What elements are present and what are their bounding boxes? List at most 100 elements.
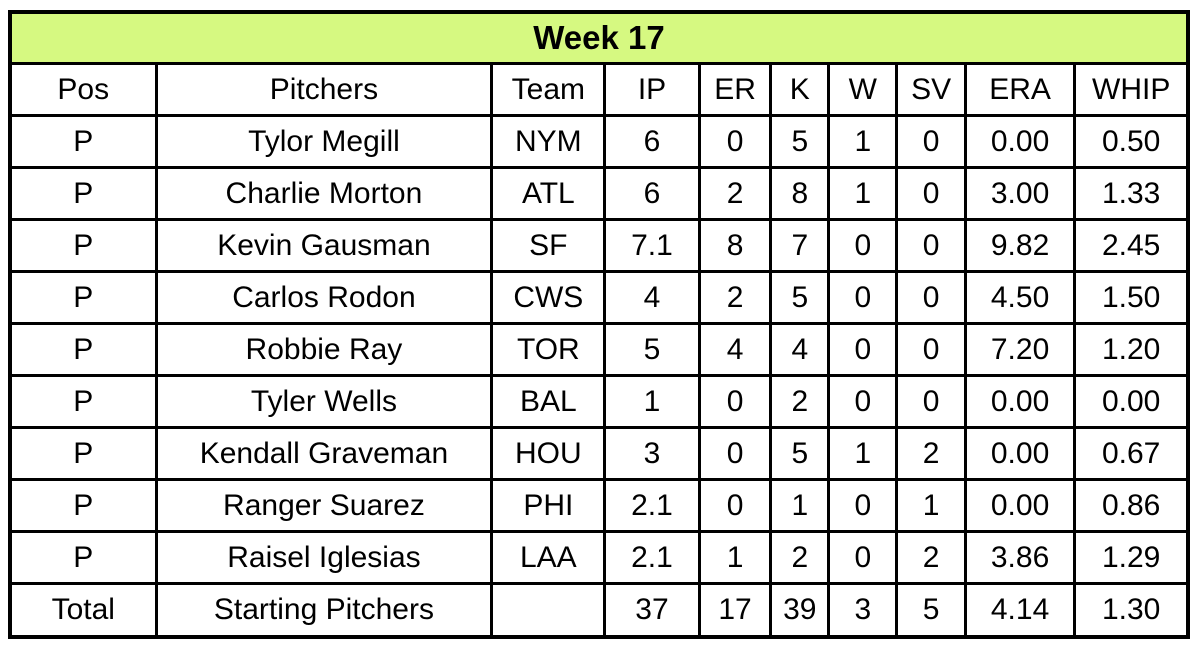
total-cell-sv: 5	[895, 582, 967, 639]
cell-era: 0.00	[963, 478, 1077, 533]
cell-w: 1	[827, 426, 899, 481]
cell-w: 0	[827, 478, 899, 533]
cell-team: SF	[490, 218, 607, 273]
total-cell-team	[490, 582, 607, 639]
total-cell-ip: 37	[603, 582, 701, 639]
player-row: P Kevin Gausman SF 7.1 8 7 0 0 9.82 2.45	[8, 218, 1190, 273]
cell-team: CWS	[490, 270, 607, 325]
cell-k: 1	[769, 478, 831, 533]
cell-pos: P	[8, 166, 158, 221]
cell-k: 5	[769, 426, 831, 481]
cell-w: 0	[827, 270, 899, 325]
cell-er: 1	[697, 530, 773, 585]
cell-ip: 7.1	[603, 218, 701, 273]
cell-ip: 4	[603, 270, 701, 325]
cell-ip: 6	[603, 114, 701, 169]
cell-w: 0	[827, 322, 899, 377]
cell-k: 2	[769, 374, 831, 429]
cell-k: 5	[769, 270, 831, 325]
cell-sv: 0	[895, 374, 967, 429]
player-row: P Charlie Morton ATL 6 2 8 1 0 3.00 1.33	[8, 166, 1190, 221]
cell-whip: 2.45	[1073, 218, 1190, 273]
cell-pitchers: Carlos Rodon	[154, 270, 494, 325]
cell-er: 0	[697, 114, 773, 169]
cell-pos: P	[8, 218, 158, 273]
column-header-era: ERA	[963, 62, 1077, 117]
cell-whip: 1.29	[1073, 530, 1190, 585]
player-row: P Kendall Graveman HOU 3 0 5 1 2 0.00 0.67	[8, 426, 1190, 481]
cell-er: 0	[697, 374, 773, 429]
cell-team: PHI	[490, 478, 607, 533]
player-row: P Tyler Wells BAL 1 0 2 0 0 0.00 0.00	[8, 374, 1190, 429]
cell-ip: 6	[603, 166, 701, 221]
cell-pos: P	[8, 426, 158, 481]
cell-whip: 0.67	[1073, 426, 1190, 481]
cell-sv: 1	[895, 478, 967, 533]
cell-whip: 0.86	[1073, 478, 1190, 533]
cell-pos: P	[8, 270, 158, 325]
table-title-row: Week 17	[8, 10, 1190, 65]
cell-ip: 2.1	[603, 478, 701, 533]
cell-era: 7.20	[963, 322, 1077, 377]
total-cell-w: 3	[827, 582, 899, 639]
cell-k: 2	[769, 530, 831, 585]
cell-ip: 5	[603, 322, 701, 377]
cell-era: 3.00	[963, 166, 1077, 221]
cell-pitchers: Kendall Graveman	[154, 426, 494, 481]
cell-pos: P	[8, 374, 158, 429]
cell-pitchers: Robbie Ray	[154, 322, 494, 377]
cell-er: 2	[697, 166, 773, 221]
player-row: P Ranger Suarez PHI 2.1 0 1 0 1 0.00 0.86	[8, 478, 1190, 533]
cell-sv: 2	[895, 530, 967, 585]
cell-pitchers: Kevin Gausman	[154, 218, 494, 273]
total-cell-pitchers: Starting Pitchers	[154, 582, 494, 639]
cell-sv: 0	[895, 218, 967, 273]
player-row: P Carlos Rodon CWS 4 2 5 0 0 4.50 1.50	[8, 270, 1190, 325]
cell-w: 1	[827, 114, 899, 169]
cell-pitchers: Ranger Suarez	[154, 478, 494, 533]
column-header-team: Team	[490, 62, 607, 117]
cell-w: 0	[827, 374, 899, 429]
cell-whip: 0.50	[1073, 114, 1190, 169]
cell-team: BAL	[490, 374, 607, 429]
cell-sv: 0	[895, 166, 967, 221]
cell-era: 0.00	[963, 374, 1077, 429]
table-title: Week 17	[8, 10, 1190, 65]
cell-pos: P	[8, 478, 158, 533]
cell-pos: P	[8, 322, 158, 377]
cell-sv: 0	[895, 270, 967, 325]
total-cell-k: 39	[769, 582, 831, 639]
total-row: Total Starting Pitchers 37 17 39 3 5 4.14 1.30	[8, 582, 1190, 639]
cell-w: 0	[827, 530, 899, 585]
column-header-ip: IP	[603, 62, 701, 117]
cell-er: 2	[697, 270, 773, 325]
cell-er: 8	[697, 218, 773, 273]
total-cell-er: 17	[697, 582, 773, 639]
column-header-w: W	[827, 62, 899, 117]
cell-pitchers: Raisel Iglesias	[154, 530, 494, 585]
cell-whip: 0.00	[1073, 374, 1190, 429]
cell-k: 7	[769, 218, 831, 273]
cell-w: 1	[827, 166, 899, 221]
cell-pitchers: Tyler Wells	[154, 374, 494, 429]
cell-era: 3.86	[963, 530, 1077, 585]
total-cell-era: 4.14	[963, 582, 1077, 639]
cell-era: 9.82	[963, 218, 1077, 273]
cell-sv: 0	[895, 322, 967, 377]
column-header-k: K	[769, 62, 831, 117]
cell-whip: 1.50	[1073, 270, 1190, 325]
column-header-pitchers: Pitchers	[154, 62, 494, 117]
column-header-row: Pos Pitchers Team IP ER K W SV ERA WHIP	[8, 62, 1190, 117]
cell-pos: P	[8, 114, 158, 169]
cell-w: 0	[827, 218, 899, 273]
cell-k: 4	[769, 322, 831, 377]
cell-team: TOR	[490, 322, 607, 377]
cell-whip: 1.33	[1073, 166, 1190, 221]
cell-ip: 3	[603, 426, 701, 481]
cell-whip: 1.20	[1073, 322, 1190, 377]
cell-sv: 0	[895, 114, 967, 169]
cell-team: HOU	[490, 426, 607, 481]
cell-k: 8	[769, 166, 831, 221]
player-row: P Tylor Megill NYM 6 0 5 1 0 0.00 0.50	[8, 114, 1190, 169]
